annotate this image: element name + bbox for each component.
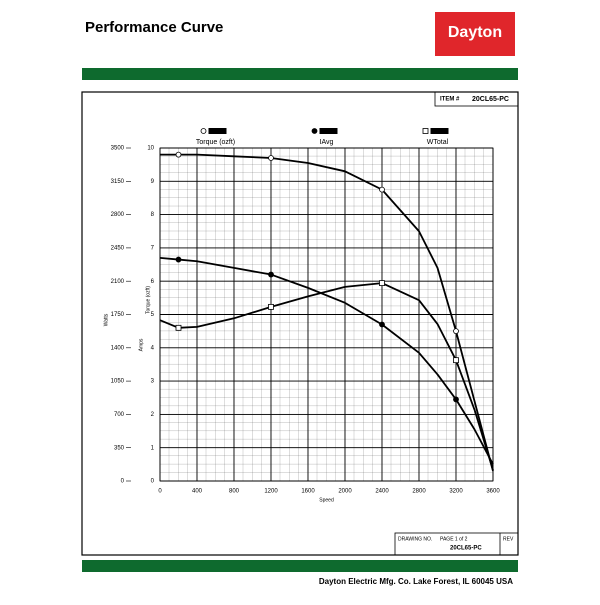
drawing-label: DRAWING NO. <box>398 536 432 542</box>
x-tick-label: 2000 <box>338 489 352 495</box>
marker <box>453 357 459 364</box>
y2-tick-label: 0 <box>151 479 155 485</box>
marker <box>175 151 182 158</box>
x-tick-label: 400 <box>192 489 203 495</box>
x-tick-label: 800 <box>229 489 240 495</box>
y-tick-label: 1750 <box>111 312 125 318</box>
legend-label: Torque (ozft) <box>196 139 235 146</box>
y2-tick-label: 4 <box>151 345 155 351</box>
y2-tick-label: 1 <box>151 445 155 451</box>
y2-tick-label: 7 <box>151 245 155 251</box>
x-tick-label: 2400 <box>375 489 389 495</box>
bottom-band <box>82 560 518 572</box>
legend-swatch <box>319 128 338 134</box>
title-block <box>394 532 519 556</box>
legend-marker <box>311 128 318 134</box>
y-tick-label: 0 <box>121 479 125 485</box>
y2-tick-label: 5 <box>151 312 155 318</box>
x-tick-label: 1200 <box>264 489 278 495</box>
y-tick-label: 1050 <box>111 379 125 385</box>
y-tick-label: 3500 <box>111 146 125 152</box>
page-number: PAGE 1 of 2 <box>440 536 468 542</box>
marker <box>379 280 385 287</box>
y2-tick-label: 3 <box>151 379 155 385</box>
y-axis-label: Watts <box>103 313 109 326</box>
x-axis-label: Speed <box>319 497 334 503</box>
footer: Dayton Electric Mfg. Co. Lake Forest, IL… <box>319 577 513 586</box>
y2-tick-label: 8 <box>151 212 155 218</box>
marker <box>379 186 385 193</box>
y-tick-label: 2100 <box>111 279 125 285</box>
marker <box>379 321 385 328</box>
chart: 0350700105014001750210024502800315035000… <box>103 128 500 503</box>
legend-marker <box>200 128 207 134</box>
y2-tick-label: 6 <box>151 279 155 285</box>
y3-axis-label: Torque (ozft) <box>145 286 151 314</box>
item-label: ITEM # <box>440 97 460 103</box>
legend-swatch <box>430 128 449 134</box>
y2-tick-label: 10 <box>147 146 154 152</box>
x-tick-label: 3200 <box>449 489 463 495</box>
rev-label: REV <box>503 536 514 542</box>
marker <box>268 303 274 310</box>
legend-label: IAvg <box>320 139 334 146</box>
y-tick-label: 350 <box>114 445 125 451</box>
y2-tick-label: 9 <box>151 179 155 185</box>
y-tick-label: 700 <box>114 412 125 418</box>
x-tick-label: 2800 <box>412 489 426 495</box>
logo-box <box>435 12 515 56</box>
top-band <box>82 68 518 80</box>
title: Performance Curve <box>85 19 223 36</box>
marker <box>175 324 182 331</box>
logo: Dayton <box>448 24 502 41</box>
marker <box>453 396 459 403</box>
marker <box>268 155 274 161</box>
drawing-number: 20CL65-PC <box>450 546 482 552</box>
x-tick-label: 0 <box>158 489 162 495</box>
y2-axis-label: Amps <box>138 338 144 351</box>
legend-swatch <box>208 128 227 134</box>
item-box <box>434 91 519 107</box>
x-tick-label: 3600 <box>486 489 500 495</box>
item-number: 20CL65-PC <box>472 96 509 103</box>
x-tick-label: 1600 <box>301 489 315 495</box>
y-tick-label: 1400 <box>111 345 125 351</box>
y-tick-label: 3150 <box>111 179 125 185</box>
marker <box>175 256 182 263</box>
frame <box>81 91 519 556</box>
y2-tick-label: 2 <box>151 412 155 418</box>
y-tick-label: 2450 <box>111 245 125 251</box>
legend-marker <box>422 128 429 134</box>
marker <box>453 328 459 335</box>
y-tick-label: 2800 <box>111 212 125 218</box>
marker <box>268 271 274 278</box>
legend-label: WTotal <box>427 139 449 146</box>
